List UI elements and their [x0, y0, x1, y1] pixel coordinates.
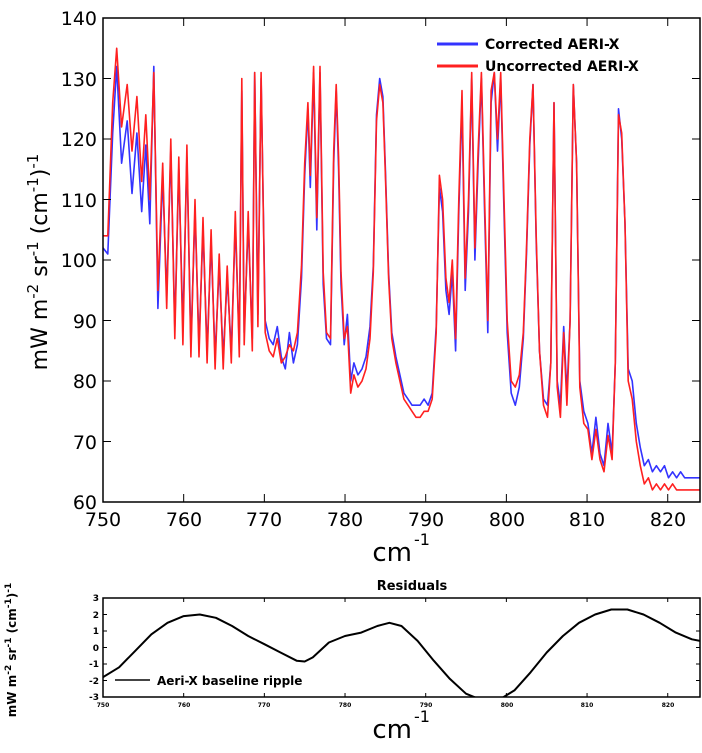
residual-ytick-label: -3 — [89, 693, 99, 703]
residual-ytick-label: -1 — [89, 660, 99, 670]
residual-chart: Residuals -3 -2 -1 0 1 2 3 750 760 770 7… — [4, 579, 701, 745]
residual-xtick-label: 750 — [97, 702, 110, 709]
residual-ytick-label: 3 — [93, 594, 99, 604]
residual-yaxis-label-part: mW m — [5, 675, 19, 717]
main-ytick-label: 110 — [61, 190, 97, 212]
residual-yaxis-label-part: (cm — [5, 608, 19, 637]
residual-xaxis-label: cm — [372, 715, 412, 745]
main-yaxis-label-part: ) — [28, 169, 53, 178]
series-line-uncorrected-aeri-x — [103, 47, 700, 491]
main-xtick-label: 780 — [327, 509, 363, 531]
main-xaxis-label-exponent: -1 — [414, 530, 430, 549]
residual-xtick-label: 800 — [501, 702, 514, 709]
residual-series-group — [103, 608, 700, 697]
residual-yaxis-label-part: ) — [5, 593, 19, 598]
main-xtick-label: 790 — [408, 509, 444, 531]
main-ytick-label: 100 — [61, 250, 97, 272]
residual-legend: Aeri-X baseline ripple — [115, 674, 302, 688]
main-ytick-label: 70 — [73, 432, 97, 454]
main-xtick-label: 750 — [85, 509, 121, 531]
residual-yaxis-label-exponent: -1 — [4, 598, 14, 608]
residual-xtick-label: 820 — [662, 702, 675, 709]
main-xaxis-label: cm — [372, 538, 412, 568]
main-plot-frame — [102, 17, 701, 503]
main-xtick-label: 770 — [246, 509, 282, 531]
residual-ytick-label: 2 — [93, 611, 99, 621]
residual-yaxis-label-exponent: -2 — [4, 665, 14, 675]
main-xtick-label: 820 — [650, 509, 686, 531]
main-xtick-label: 810 — [569, 509, 605, 531]
residual-tick-marks — [102, 597, 700, 698]
residual-title: Residuals — [377, 579, 448, 594]
main-yaxis-label-exponent: -1 — [24, 241, 42, 256]
main-ytick-label: 90 — [73, 311, 97, 333]
main-xtick-label: 760 — [166, 509, 202, 531]
residual-yaxis-label: mW m-2 sr-1 (cm-1)-1 — [4, 583, 19, 717]
main-yaxis-label-exponent: -2 — [24, 284, 42, 299]
residual-xtick-label: 770 — [258, 702, 271, 709]
residual-xaxis-label-exponent: -1 — [414, 707, 430, 726]
main-yaxis-label-exponent: -1 — [24, 177, 42, 192]
main-ytick-label: 80 — [73, 371, 97, 393]
main-yaxis-label-part: mW m — [28, 299, 53, 371]
main-yaxis-label-part: (cm — [28, 192, 53, 241]
main-tick-marks — [102, 17, 700, 503]
main-ytick-label: 120 — [61, 129, 97, 151]
residual-yaxis-label-exponent: -1 — [4, 638, 14, 648]
residual-ytick-label: 0 — [93, 644, 99, 654]
legend-label-corrected: Corrected AERI-X — [485, 37, 620, 53]
main-series-group — [103, 47, 700, 491]
main-ytick-label: 130 — [61, 69, 97, 91]
main-ytick-label: 140 — [61, 8, 97, 30]
main-legend: Corrected AERI-X Uncorrected AERI-X — [437, 37, 639, 75]
residual-xtick-label: 780 — [339, 702, 352, 709]
main-xtick-label: 800 — [489, 509, 525, 531]
series-line-aeri-x-baseline-ripple — [103, 608, 700, 697]
residual-yaxis-label-exponent: -1 — [4, 583, 14, 593]
main-yaxis-label-part: sr — [28, 255, 53, 283]
residual-xtick-label: 760 — [178, 702, 191, 709]
residual-xtick-label: 810 — [581, 702, 594, 709]
main-chart: 60 70 80 90 100 110 120 130 140 750 760 … — [24, 8, 701, 568]
residual-ytick-label: -2 — [89, 677, 99, 687]
main-ytick-label: 60 — [73, 492, 97, 514]
main-yaxis-label-exponent: -1 — [24, 154, 42, 169]
legend-label-ripple: Aeri-X baseline ripple — [157, 674, 302, 688]
legend-label-uncorrected: Uncorrected AERI-X — [485, 59, 639, 75]
residual-yaxis-label-part: sr — [5, 647, 19, 664]
residual-ytick-label: 1 — [93, 627, 99, 637]
residual-xtick-label: 790 — [420, 702, 433, 709]
main-yaxis-label: mW m-2 sr-1 (cm-1)-1 — [24, 154, 53, 371]
